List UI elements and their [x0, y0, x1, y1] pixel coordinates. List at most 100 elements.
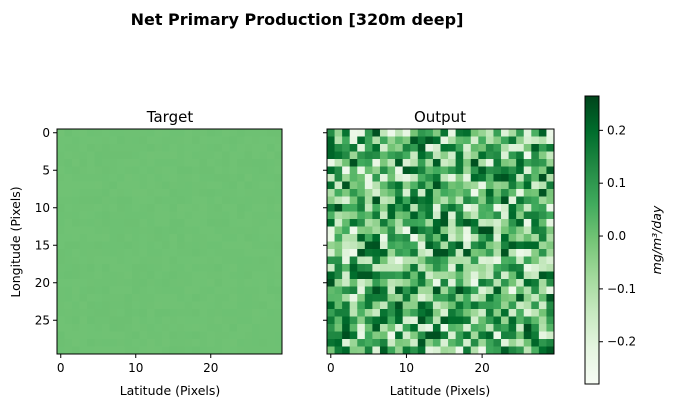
- heatmap-cell: [169, 166, 178, 175]
- heatmap-cell: [102, 136, 110, 145]
- heatmap-cell: [470, 234, 479, 242]
- heatmap-cell: [334, 309, 343, 317]
- heatmap-cell: [244, 211, 253, 220]
- heatmap-cell: [463, 136, 472, 145]
- heatmap-cell: [478, 301, 487, 310]
- heatmap-cell: [357, 271, 366, 280]
- heatmap-cell: [124, 279, 133, 287]
- heatmap-cell: [222, 204, 230, 212]
- heatmap-cell: [102, 324, 110, 332]
- heatmap-cell: [349, 196, 358, 205]
- heatmap-cell: [523, 346, 532, 355]
- heatmap-cell: [463, 226, 472, 235]
- heatmap-cell: [237, 346, 245, 355]
- x-tick-label: 0: [57, 361, 65, 375]
- heatmap-cell: [252, 324, 260, 332]
- heatmap-cell: [72, 301, 80, 310]
- heatmap-cell: [147, 286, 155, 295]
- heatmap-cell: [244, 309, 253, 317]
- heatmap-cell: [485, 286, 494, 295]
- heatmap-cell: [470, 226, 479, 235]
- heatmap-cell: [440, 234, 449, 242]
- heatmap-cell: [523, 174, 532, 182]
- heatmap-cell: [237, 174, 245, 182]
- heatmap-cell: [349, 151, 358, 160]
- heatmap-cell: [334, 316, 343, 325]
- heatmap-cell: [207, 271, 215, 280]
- heatmap-cell: [147, 166, 155, 175]
- heatmap-cell: [342, 279, 351, 287]
- heatmap-cell: [184, 324, 193, 332]
- heatmap-cell: [139, 174, 148, 182]
- heatmap-cell: [463, 271, 472, 280]
- heatmap-cell: [478, 271, 487, 280]
- heatmap-cell: [402, 301, 411, 310]
- heatmap-cell: [109, 331, 118, 340]
- heatmap-cell: [538, 324, 547, 332]
- heatmap-cell: [154, 256, 163, 265]
- heatmap-cell: [244, 241, 253, 250]
- heatmap-cell: [259, 264, 268, 272]
- heatmap-cell: [64, 166, 73, 175]
- heatmap-cell: [147, 279, 155, 287]
- heatmap-cell: [493, 136, 502, 145]
- heatmap-cell: [501, 301, 509, 310]
- heatmap-cell: [349, 256, 358, 265]
- heatmap-cell: [395, 301, 404, 310]
- heatmap-cell: [162, 271, 170, 280]
- heatmap-cell: [109, 151, 118, 160]
- y-tick-label: 20: [35, 276, 50, 290]
- heatmap-cell: [417, 256, 426, 265]
- heatmap-cell: [546, 174, 555, 182]
- heatmap-cell: [493, 324, 502, 332]
- heatmap-cell: [117, 226, 125, 235]
- heatmap-cell: [538, 204, 547, 212]
- heatmap-cell: [154, 286, 163, 295]
- heatmap-cell: [342, 331, 351, 340]
- heatmap-cell: [395, 346, 404, 355]
- heatmap-cell: [162, 211, 170, 220]
- heatmap-cell: [222, 181, 230, 190]
- heatmap-cell: [147, 219, 155, 227]
- y-tick-label: 25: [35, 313, 50, 327]
- heatmap-cell: [327, 301, 335, 310]
- heatmap-cell: [244, 226, 253, 235]
- heatmap-cell: [94, 294, 103, 302]
- colorbar-ticks: 0.20.10.0−0.1−0.2: [599, 123, 636, 349]
- heatmap-cell: [455, 241, 464, 250]
- heatmap-cell: [395, 264, 404, 272]
- heatmap-cell: [425, 294, 434, 302]
- heatmap-cell: [448, 136, 457, 145]
- heatmap-cell: [508, 316, 517, 325]
- heatmap-cell: [177, 226, 185, 235]
- heatmap-cell: [387, 226, 396, 235]
- heatmap-cell: [252, 196, 260, 205]
- heatmap-cell: [199, 249, 208, 257]
- heatmap-cell: [72, 204, 80, 212]
- heatmap-cell: [508, 249, 517, 257]
- heatmap-cell: [87, 346, 95, 355]
- heatmap-cell: [372, 174, 381, 182]
- heatmap-cell: [417, 286, 426, 295]
- heatmap-cell: [252, 249, 260, 257]
- heatmap-cell: [184, 309, 193, 317]
- heatmap-cell: [410, 204, 419, 212]
- heatmap-cell: [117, 294, 125, 302]
- heatmap-cell: [222, 279, 230, 287]
- heatmap-cell: [538, 256, 547, 265]
- heatmap-cell: [57, 316, 65, 325]
- heatmap-cell: [87, 136, 95, 145]
- heatmap-cell: [229, 309, 238, 317]
- heatmap-cell: [387, 271, 396, 280]
- heatmap-cell: [327, 324, 335, 332]
- heatmap-cell: [372, 144, 381, 152]
- heatmap-cell: [132, 309, 140, 317]
- heatmap-cell: [57, 346, 65, 355]
- heatmap-cell: [102, 316, 110, 325]
- heatmap-cell: [508, 286, 517, 295]
- heatmap-cell: [342, 159, 351, 167]
- heatmap-cell: [162, 339, 170, 347]
- heatmap-cell: [87, 301, 95, 310]
- heatmap-cell: [147, 294, 155, 302]
- heatmap-cell: [132, 316, 140, 325]
